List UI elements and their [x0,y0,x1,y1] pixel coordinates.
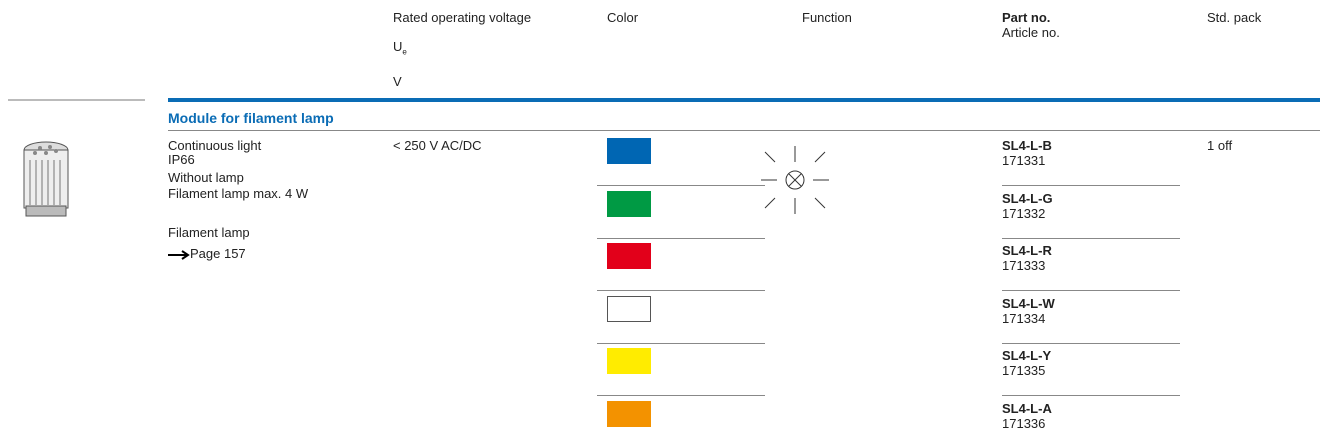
description-line: IP66 [168,152,195,167]
article-no: 171331 [1002,153,1046,168]
article-no: 171332 [1002,205,1046,221]
header-function: Function [802,10,852,25]
header-color: Color [607,10,639,25]
description-line: Filament lamp max. 4 W [168,186,309,201]
color-swatch [607,190,651,217]
row-rule [597,237,765,239]
row-rule [597,290,765,291]
part-no: SL4-L-W [1002,295,1055,311]
color-swatch [607,348,651,374]
color-swatch [607,243,651,269]
section-title: Module for filament lamp [168,110,334,126]
description-line: Without lamp [168,170,244,185]
header-rule [168,98,1320,102]
row-rule [1002,237,1180,239]
row-rule [597,185,765,186]
color-swatch [607,400,651,427]
description-line: Filament lamp [168,225,250,240]
subscript: e [402,47,407,57]
voltage: < 250 V AC/DC [393,138,482,153]
article-no: 171336 [1002,415,1046,431]
header-voltage: Rated operating voltage [393,10,532,25]
row-rule [1002,290,1180,291]
row-rule [1002,185,1180,186]
arrow-icon [168,249,190,260]
part-no: SL4-L-R [1002,243,1052,258]
color-swatch [607,138,651,164]
row-rule [1002,342,1180,344]
part-no: SL4-L-Y [1002,348,1052,363]
std-pack: 1 off [1207,138,1233,153]
row-rule [1002,395,1180,396]
reference-text: Page 157 [190,246,246,261]
article-no: 171333 [1002,258,1046,273]
header-voltage-symbol: Ue [393,40,407,60]
header-part-no: Part no. [1002,10,1051,25]
row-rule [597,342,765,344]
color-swatch [607,295,651,322]
description-line: Continuous light [168,138,262,153]
section-rule [168,130,1320,131]
reference: Page 157 [168,247,246,261]
header-voltage-unit: V [393,74,402,89]
article-no: 171334 [1002,310,1046,326]
symbol: U [393,39,403,54]
part-no: SL4-L-A [1002,400,1052,416]
row-rule [597,395,765,396]
part-no: SL4-L-B [1002,138,1052,153]
lamp-symbol [761,146,829,214]
header-std-pack: Std. pack [1207,10,1262,25]
product-image [8,99,145,217]
header-article-no: Article no. [1002,25,1060,40]
article-no: 171335 [1002,363,1046,378]
part-no: SL4-L-G [1002,190,1053,206]
